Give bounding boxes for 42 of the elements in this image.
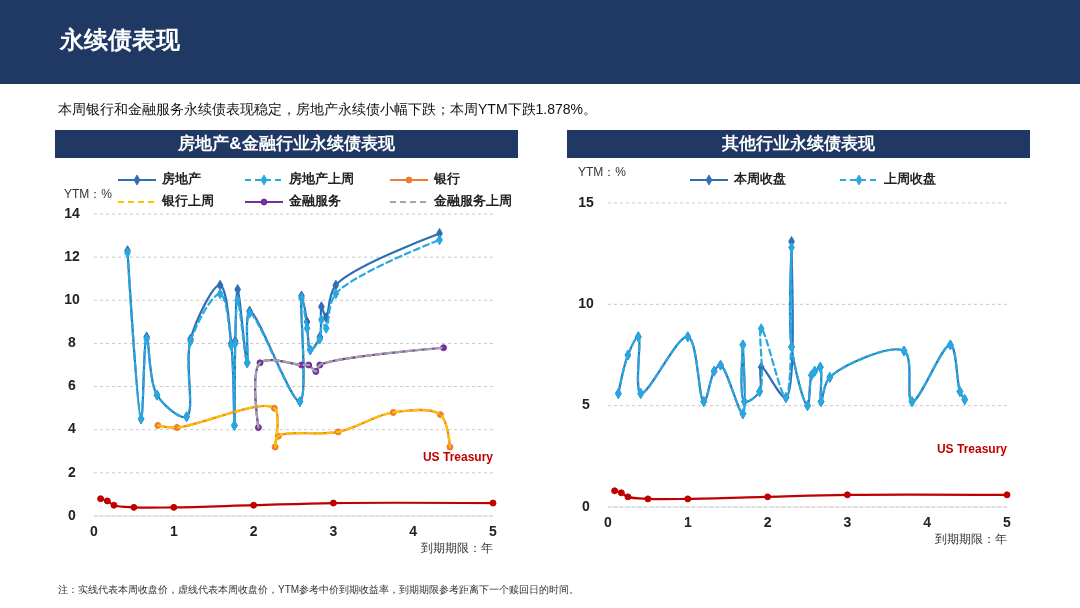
- legend-label: 银行上周: [161, 193, 214, 209]
- x-tick-label: 1: [683, 514, 692, 530]
- y-axis-title: YTM：%: [64, 187, 113, 201]
- x-tick-label: 2: [763, 514, 772, 530]
- y-tick-label: 10: [578, 295, 594, 312]
- legend-label: 金融服务上周: [433, 193, 512, 209]
- legend-label: 银行: [433, 171, 460, 187]
- text: 本周银行和金融服务永续债表现稳定，房地产永续债小幅下跌；本周YTM下跌1.878%。: [58, 100, 598, 117]
- text: 永续债表现: [59, 26, 181, 54]
- legend-label: 本周收盘: [733, 171, 786, 187]
- x-tick-label: 3: [329, 523, 338, 539]
- x-tick-label: 5: [1003, 514, 1012, 530]
- chart-title: 房地产&金融行业永续债表现: [177, 134, 396, 154]
- annotation: US Treasury: [422, 450, 494, 465]
- legend-label: 房地产: [161, 171, 201, 187]
- x-tick-label: 2: [249, 523, 258, 539]
- y-tick-label: 4: [68, 420, 77, 437]
- x-axis-title: 到期期限：年: [421, 541, 493, 555]
- x-tick-label: 4: [409, 523, 418, 539]
- x-axis-title: 到期期限：年: [935, 532, 1007, 546]
- x-tick-label: 1: [169, 523, 178, 539]
- x-tick-label: 5: [489, 523, 498, 539]
- y-tick-label: 5: [582, 396, 591, 413]
- legend-label: 金融服务: [288, 193, 341, 209]
- text: 注：实线代表本周收盘价，虚线代表本周收盘价，YTM参考中价到期收益率，到期期限参考距离下一个赎回日的时间。: [58, 583, 580, 595]
- legend-label: 房地产上周: [288, 171, 354, 187]
- chart-title: 其他行业永续债表现: [721, 134, 876, 154]
- x-tick-label: 0: [90, 523, 99, 539]
- x-tick-label: 4: [923, 514, 932, 530]
- legend-label: 上周收盘: [883, 171, 936, 187]
- x-tick-label: 0: [604, 514, 613, 530]
- y-tick-label: 8: [68, 334, 77, 351]
- y-tick-label: 14: [64, 204, 80, 221]
- x-tick-label: 3: [843, 514, 852, 530]
- y-tick-label: 15: [578, 193, 594, 210]
- annotation: US Treasury: [936, 442, 1008, 457]
- y-tick-label: 10: [64, 290, 80, 307]
- y-tick-label: 2: [68, 463, 77, 480]
- y-tick-label: 6: [68, 377, 77, 394]
- y-tick-label: 12: [64, 247, 80, 264]
- y-axis-title: YTM：%: [578, 165, 627, 179]
- y-tick-label: 0: [582, 497, 591, 514]
